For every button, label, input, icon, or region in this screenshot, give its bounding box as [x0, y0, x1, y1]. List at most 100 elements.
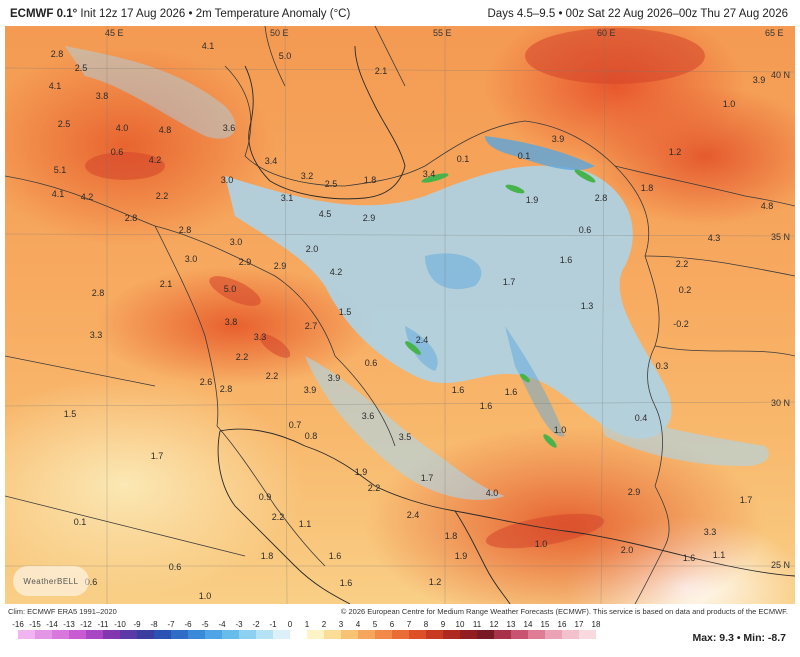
scale-color-box	[443, 630, 460, 639]
anomaly-value-label: 1.6	[339, 578, 353, 588]
lon-55e-label: 55 E	[433, 28, 452, 38]
max-min-readout: Max: 9.3 • Min: -8.7	[692, 632, 786, 644]
anomaly-value-label: 2.2	[367, 483, 381, 493]
color-scale-legend: -16 -15 -14 -13 -12 -11 -10 -9 -8 -7 -6 -5 -4 -3 -2 -1 0…	[12, 620, 613, 639]
scale-color-box	[35, 630, 52, 639]
scale-tick-label: -9	[133, 620, 141, 629]
scale-color-box	[154, 630, 171, 639]
anomaly-value-label: 3.8	[95, 91, 109, 101]
scale-tick-label: 7	[406, 620, 412, 629]
scale-color-box	[69, 630, 86, 639]
scale-color-box	[324, 630, 341, 639]
anomaly-value-label: 1.5	[63, 409, 77, 419]
lon-65e-label: 65 E	[765, 28, 784, 38]
anomaly-value-label: 1.6	[328, 551, 342, 561]
scale-tick-label: -6	[184, 620, 192, 629]
anomaly-value-label: 4.8	[760, 201, 774, 211]
anomaly-value-label: 1.7	[739, 495, 753, 505]
anomaly-value-label: 0.2	[678, 285, 692, 295]
anomaly-value-label: 2.0	[305, 244, 319, 254]
scale-tick-label: 6	[389, 620, 395, 629]
anomaly-value-label: 4.1	[201, 41, 215, 51]
scale-color-box	[239, 630, 256, 639]
scale-color-box	[426, 630, 443, 639]
scale-swatch: -12	[80, 620, 103, 639]
anomaly-value-label: 4.3	[707, 233, 721, 243]
anomaly-value-label: 1.8	[363, 175, 377, 185]
anomaly-value-label: 3.4	[422, 169, 436, 179]
anomaly-value-label: 0.6	[578, 225, 592, 235]
anomaly-value-label: 2.9	[238, 257, 252, 267]
anomaly-value-label: 2.2	[235, 352, 249, 362]
scale-tick-label: -10	[114, 620, 126, 629]
anomaly-value-label: 2.1	[159, 279, 173, 289]
anomaly-value-label: 2.9	[627, 487, 641, 497]
scale-color-box	[579, 630, 596, 639]
scale-tick-label: 18	[591, 620, 601, 629]
anomaly-value-label: 3.3	[89, 330, 103, 340]
anomaly-value-label: 0.1	[517, 151, 531, 161]
variable-name: 2m Temperature Anomaly (°C)	[195, 8, 351, 20]
anomaly-value-label: 1.0	[534, 539, 548, 549]
temperature-anomaly-map: 45 E 50 E 55 E 60 E 65 E 40 N 35 N 30 N …	[5, 26, 795, 604]
anomaly-value-label: 1.9	[525, 195, 539, 205]
scale-color-box	[137, 630, 154, 639]
scale-swatch: 11	[473, 620, 494, 639]
scale-color-box	[341, 630, 358, 639]
anomaly-value-label: 0.1	[73, 517, 87, 527]
scale-color-box	[205, 630, 222, 639]
anomaly-value-label: 3.0	[184, 254, 198, 264]
cool-anomaly-areas	[65, 46, 769, 500]
anomaly-value-label: 4.5	[318, 209, 332, 219]
lat-40n-label: 40 N	[771, 70, 791, 80]
anomaly-value-label: 2.8	[219, 384, 233, 394]
cold-anomaly-cores	[405, 136, 595, 437]
anomaly-value-label: 2.8	[50, 49, 64, 59]
scale-swatch: 5	[373, 620, 392, 639]
scale-tick-label: 8	[423, 620, 429, 629]
model-name: ECMWF 0.1°	[10, 8, 78, 20]
anomaly-value-label: 3.1	[280, 193, 294, 203]
anomaly-value-label: 2.5	[324, 179, 338, 189]
scale-color-box	[171, 630, 188, 639]
anomaly-value-label: 3.6	[222, 123, 236, 133]
scale-tick-label: 2	[321, 620, 327, 629]
anomaly-value-label: 2.8	[91, 288, 105, 298]
anomaly-value-label: 2.2	[675, 259, 689, 269]
anomaly-value-label: 0.1	[456, 154, 470, 164]
anomaly-value-label: 3.3	[703, 527, 717, 537]
anomaly-value-label: 1.0	[722, 99, 736, 109]
anomaly-value-label: 1.7	[502, 277, 516, 287]
scale-color-box	[528, 630, 545, 639]
scale-swatch: -15	[29, 620, 52, 639]
scale-tick-label: 4	[355, 620, 361, 629]
scale-tick-label: 16	[557, 620, 567, 629]
scale-color-box	[273, 630, 290, 639]
scale-swatch: 14	[524, 620, 545, 639]
scale-tick-label: -4	[218, 620, 226, 629]
scale-tick-label: -1	[269, 620, 277, 629]
scale-color-box	[18, 630, 35, 639]
anomaly-value-label: 4.8	[158, 125, 172, 135]
anomaly-value-label: 0.6	[84, 577, 98, 587]
anomaly-value-label: 5.0	[223, 284, 237, 294]
scale-tick-label: 15	[540, 620, 550, 629]
anomaly-value-label: 2.2	[271, 512, 285, 522]
scale-tick-label: 13	[506, 620, 516, 629]
scale-swatch: 10	[456, 620, 477, 639]
lon-45e-label: 45 E	[105, 28, 124, 38]
scale-color-box	[375, 630, 392, 639]
anomaly-value-label: 3.0	[220, 175, 234, 185]
anomaly-value-label: 0.7	[288, 420, 302, 430]
scale-swatch: 16	[558, 620, 579, 639]
anomaly-value-label: 1.6	[682, 553, 696, 563]
anomaly-value-label: 2.4	[406, 510, 420, 520]
scale-swatch: -4	[218, 620, 239, 639]
scale-swatch: 15	[541, 620, 562, 639]
anomaly-value-label: 2.7	[304, 321, 318, 331]
anomaly-value-label: 1.6	[504, 387, 518, 397]
scale-swatch: -1	[269, 620, 290, 639]
anomaly-value-label: 1.2	[428, 577, 442, 587]
anomaly-value-label: 0.6	[168, 562, 182, 572]
map-header: ECMWF 0.1° Init 12z 17 Aug 2026 • 2m Tem…	[0, 0, 800, 26]
